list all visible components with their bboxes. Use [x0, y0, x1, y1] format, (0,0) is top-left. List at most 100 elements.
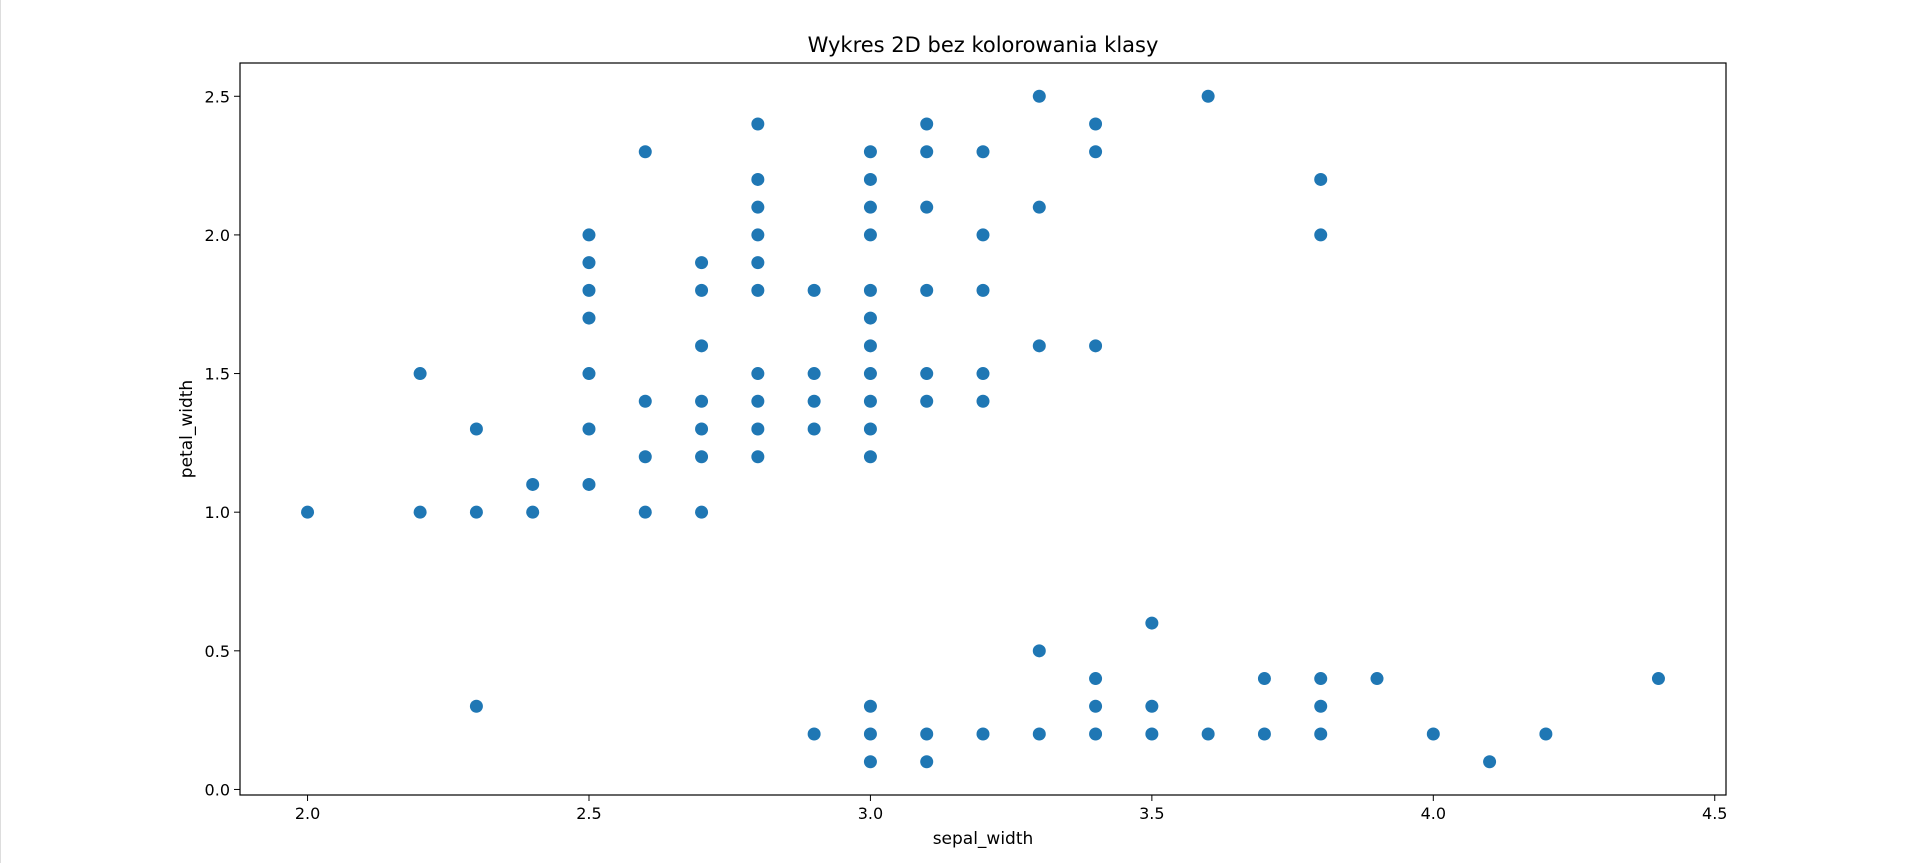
- y-tick-label: 1.0: [205, 503, 230, 522]
- data-point: [807, 727, 821, 741]
- data-point: [920, 200, 934, 214]
- data-point: [1370, 672, 1384, 686]
- data-point: [920, 755, 934, 769]
- axis-ticks: 2.0 2.5 3.0 3.5 4.0 4.5 0.0 0.5 1.0 1.5 2.0 2.5: [205, 87, 1728, 823]
- data-point: [751, 450, 765, 464]
- data-point: [863, 228, 877, 242]
- data-point: [976, 727, 990, 741]
- data-point: [1314, 672, 1328, 686]
- x-axis-label: sepal_width: [933, 829, 1034, 849]
- data-point: [413, 367, 427, 381]
- x-tick-label: 4.5: [1702, 804, 1727, 823]
- data-point: [863, 172, 877, 186]
- data-point: [863, 450, 877, 464]
- data-point: [695, 339, 709, 353]
- data-point: [863, 755, 877, 769]
- data-points: [301, 89, 1665, 769]
- data-point: [1032, 644, 1046, 658]
- data-point: [1257, 727, 1271, 741]
- data-point: [526, 505, 540, 519]
- data-point: [638, 394, 652, 408]
- data-point: [526, 477, 540, 491]
- data-point: [920, 394, 934, 408]
- data-point: [751, 283, 765, 297]
- data-point: [751, 200, 765, 214]
- data-point: [638, 505, 652, 519]
- y-tick-label: 2.0: [205, 226, 230, 245]
- data-point: [863, 311, 877, 325]
- data-point: [976, 283, 990, 297]
- data-point: [1426, 727, 1440, 741]
- data-point: [1089, 727, 1103, 741]
- data-point: [1089, 699, 1103, 713]
- plot-frame: [239, 62, 1727, 796]
- data-point: [1089, 145, 1103, 159]
- y-tick-label: 2.5: [205, 87, 230, 106]
- data-point: [1539, 727, 1553, 741]
- data-point: [301, 505, 315, 519]
- y-tick-label: 1.5: [205, 365, 230, 384]
- data-point: [1032, 339, 1046, 353]
- data-point: [976, 228, 990, 242]
- data-point: [863, 145, 877, 159]
- data-point: [582, 256, 596, 270]
- data-point: [807, 283, 821, 297]
- data-point: [976, 394, 990, 408]
- data-point: [863, 422, 877, 436]
- data-point: [863, 727, 877, 741]
- y-tick-label: 0.0: [205, 780, 230, 799]
- data-point: [582, 228, 596, 242]
- data-point: [1314, 699, 1328, 713]
- data-point: [920, 283, 934, 297]
- x-tick-label: 4.0: [1421, 804, 1446, 823]
- data-point: [920, 367, 934, 381]
- data-point: [582, 283, 596, 297]
- data-point: [1032, 200, 1046, 214]
- data-point: [920, 117, 934, 131]
- data-point: [1201, 89, 1215, 103]
- data-point: [920, 727, 934, 741]
- data-point: [751, 117, 765, 131]
- data-point: [695, 450, 709, 464]
- data-point: [695, 394, 709, 408]
- data-point: [695, 283, 709, 297]
- x-tick-label: 2.0: [295, 804, 320, 823]
- data-point: [1201, 727, 1215, 741]
- data-point: [582, 311, 596, 325]
- data-point: [638, 145, 652, 159]
- x-tick-label: 2.5: [576, 804, 601, 823]
- data-point: [751, 256, 765, 270]
- data-point: [469, 422, 483, 436]
- data-point: [1089, 117, 1103, 131]
- data-point: [863, 699, 877, 713]
- data-point: [1257, 672, 1271, 686]
- data-point: [413, 505, 427, 519]
- data-point: [863, 283, 877, 297]
- data-point: [976, 145, 990, 159]
- x-tick-label: 3.0: [858, 804, 883, 823]
- data-point: [638, 450, 652, 464]
- data-point: [976, 367, 990, 381]
- data-point: [1314, 727, 1328, 741]
- data-point: [582, 422, 596, 436]
- data-point: [1089, 672, 1103, 686]
- data-point: [807, 422, 821, 436]
- data-point: [751, 172, 765, 186]
- data-point: [1032, 727, 1046, 741]
- data-point: [863, 200, 877, 214]
- y-axis-label: petal_width: [177, 380, 197, 478]
- data-point: [469, 699, 483, 713]
- data-point: [695, 505, 709, 519]
- data-point: [1314, 172, 1328, 186]
- data-point: [582, 367, 596, 381]
- x-tick-label: 3.5: [1139, 804, 1164, 823]
- data-point: [920, 145, 934, 159]
- data-point: [1314, 228, 1328, 242]
- data-point: [1089, 339, 1103, 353]
- data-point: [1145, 727, 1159, 741]
- data-point: [807, 367, 821, 381]
- data-point: [695, 422, 709, 436]
- data-point: [807, 394, 821, 408]
